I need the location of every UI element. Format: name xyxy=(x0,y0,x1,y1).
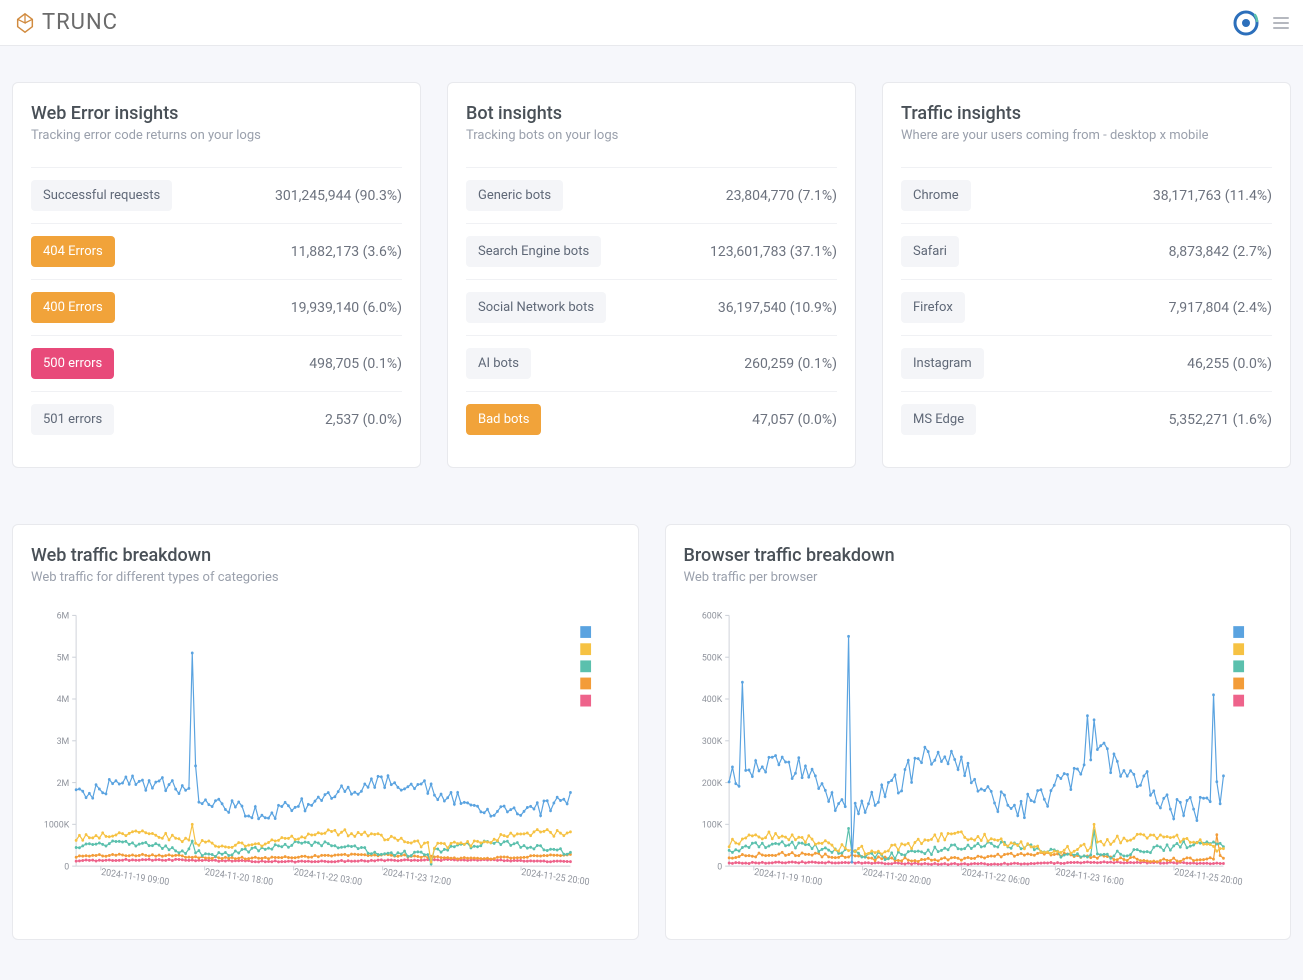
svg-text:2024-11-20 18:00: 2024-11-20 18:00 xyxy=(204,866,273,888)
card-bots: Bot insights Tracking bots on your logs … xyxy=(447,82,856,468)
svg-text:5M: 5M xyxy=(57,652,70,663)
svg-text:500K: 500K xyxy=(701,652,722,663)
web-traffic-chart: 0 1000K 2M 3M 4M 5M 6M 2024-11-19 09:00 2024-11-… xyxy=(31,609,620,909)
header-right xyxy=(1233,10,1289,36)
row-label[interactable]: Social Network bots xyxy=(466,292,606,323)
chart-area: 0 1000K 2M 3M 4M 5M 6M 2024-11-19 09:00 2024-11-… xyxy=(31,609,620,909)
row-value: 260,259 (0.1%) xyxy=(744,356,837,372)
row-label[interactable]: MS Edge xyxy=(901,404,976,435)
row-value: 46,255 (0.0%) xyxy=(1187,356,1272,372)
card-sub: Tracking error code returns on your logs xyxy=(31,128,402,143)
row-label[interactable]: 500 errors xyxy=(31,348,114,379)
card-browser-traffic-chart: Browser traffic breakdown Web traffic pe… xyxy=(665,524,1292,940)
card-web-errors: Web Error insights Tracking error code r… xyxy=(12,82,421,468)
svg-text:400K: 400K xyxy=(701,694,722,705)
row-value: 8,873,842 (2.7%) xyxy=(1169,244,1272,260)
row-value: 123,601,783 (37.1%) xyxy=(710,244,837,260)
list-row: Safari 8,873,842 (2.7%) xyxy=(901,223,1272,279)
row-value: 498,705 (0.1%) xyxy=(309,356,402,372)
card-title: Web Error insights xyxy=(31,103,402,124)
svg-text:6M: 6M xyxy=(57,610,70,621)
list-row: 400 Errors 19,939,140 (6.0%) xyxy=(31,279,402,335)
row-value: 2,537 (0.0%) xyxy=(325,412,402,428)
svg-text:300K: 300K xyxy=(701,736,722,747)
row-value: 23,804,770 (7.1%) xyxy=(726,188,837,204)
list-row: MS Edge 5,352,271 (1.6%) xyxy=(901,391,1272,447)
row-label[interactable]: 400 Errors xyxy=(31,292,115,323)
row-label[interactable]: Safari xyxy=(901,236,959,267)
brand-text: TRUNC xyxy=(42,10,118,35)
menu-icon[interactable] xyxy=(1273,17,1289,29)
row-label[interactable]: Firefox xyxy=(901,292,965,323)
list-row: Firefox 7,917,804 (2.4%) xyxy=(901,279,1272,335)
svg-text:2024-11-25 20:00: 2024-11-25 20:00 xyxy=(1173,866,1242,888)
svg-text:2024-11-22 06:00: 2024-11-22 06:00 xyxy=(961,866,1030,888)
list-row: Successful requests 301,245,944 (90.3%) xyxy=(31,167,402,223)
row-value: 36,197,540 (10.9%) xyxy=(718,300,837,316)
card-sub: Tracking bots on your logs xyxy=(466,128,837,143)
row-label[interactable]: 404 Errors xyxy=(31,236,115,267)
list-row: Social Network bots 36,197,540 (10.9%) xyxy=(466,279,837,335)
card-title: Traffic insights xyxy=(901,103,1272,124)
list-row: Chrome 38,171,763 (11.4%) xyxy=(901,167,1272,223)
svg-text:100K: 100K xyxy=(701,819,722,830)
svg-text:0: 0 xyxy=(64,861,69,872)
list-row: Instagram 46,255 (0.0%) xyxy=(901,335,1272,391)
list-row: 500 errors 498,705 (0.1%) xyxy=(31,335,402,391)
row-label[interactable]: AI bots xyxy=(466,348,531,379)
row-value: 47,057 (0.0%) xyxy=(752,412,837,428)
card-sub: Where are your users coming from - deskt… xyxy=(901,128,1272,143)
row-value: 301,245,944 (90.3%) xyxy=(275,188,402,204)
list-row: 501 errors 2,537 (0.0%) xyxy=(31,391,402,447)
svg-text:2024-11-19 10:00: 2024-11-19 10:00 xyxy=(753,866,822,888)
row-label[interactable]: Chrome xyxy=(901,180,971,211)
svg-text:3M: 3M xyxy=(57,736,70,747)
row-value: 38,171,763 (11.4%) xyxy=(1153,188,1272,204)
svg-text:2024-11-23 12:00: 2024-11-23 12:00 xyxy=(382,866,451,888)
svg-text:600K: 600K xyxy=(701,610,722,621)
card-title: Web traffic breakdown xyxy=(31,545,620,566)
chart-area: 0 100K 200K 300K 400K 500K 600K 2024-11-19 10:0… xyxy=(684,609,1273,909)
row-label[interactable]: 501 errors xyxy=(31,404,114,435)
row-value: 7,917,804 (2.4%) xyxy=(1169,300,1272,316)
insight-row: Web Error insights Tracking error code r… xyxy=(12,82,1291,468)
list-row: 404 Errors 11,882,173 (3.6%) xyxy=(31,223,402,279)
logo-icon xyxy=(14,12,36,34)
svg-text:2M: 2M xyxy=(57,777,70,788)
browser-traffic-chart: 0 100K 200K 300K 400K 500K 600K 2024-11-19 10:0… xyxy=(684,609,1273,909)
list-row: Search Engine bots 123,601,783 (37.1%) xyxy=(466,223,837,279)
list-row: Bad bots 47,057 (0.0%) xyxy=(466,391,837,447)
row-label[interactable]: Bad bots xyxy=(466,404,541,435)
list-row: AI bots 260,259 (0.1%) xyxy=(466,335,837,391)
svg-text:2024-11-22 03:00: 2024-11-22 03:00 xyxy=(293,866,362,888)
svg-text:2024-11-19 09:00: 2024-11-19 09:00 xyxy=(100,866,169,888)
card-traffic: Traffic insights Where are your users co… xyxy=(882,82,1291,468)
row-label[interactable]: Search Engine bots xyxy=(466,236,601,267)
card-title: Browser traffic breakdown xyxy=(684,545,1273,566)
row-label[interactable]: Instagram xyxy=(901,348,984,379)
charts-row: Web traffic breakdown Web traffic for di… xyxy=(12,524,1291,940)
card-title: Bot insights xyxy=(466,103,837,124)
row-value: 19,939,140 (6.0%) xyxy=(291,300,402,316)
row-label[interactable]: Successful requests xyxy=(31,180,172,211)
row-value: 5,352,271 (1.6%) xyxy=(1169,412,1272,428)
list-row: Generic bots 23,804,770 (7.1%) xyxy=(466,167,837,223)
svg-text:200K: 200K xyxy=(701,777,722,788)
svg-text:1000K: 1000K xyxy=(44,819,70,830)
svg-text:2024-11-20 20:00: 2024-11-20 20:00 xyxy=(862,866,931,888)
svg-text:2024-11-23 16:00: 2024-11-23 16:00 xyxy=(1054,866,1123,888)
card-web-traffic-chart: Web traffic breakdown Web traffic for di… xyxy=(12,524,639,940)
svg-text:0: 0 xyxy=(717,861,722,872)
row-value: 11,882,173 (3.6%) xyxy=(291,244,402,260)
card-sub: Web traffic for different types of categ… xyxy=(31,570,620,585)
main: Web Error insights Tracking error code r… xyxy=(0,46,1303,980)
avatar-icon[interactable] xyxy=(1233,10,1259,36)
svg-text:4M: 4M xyxy=(57,694,70,705)
card-sub: Web traffic per browser xyxy=(684,570,1273,585)
logo[interactable]: TRUNC xyxy=(14,10,118,35)
header: TRUNC xyxy=(0,0,1303,46)
row-label[interactable]: Generic bots xyxy=(466,180,563,211)
svg-text:2024-11-25 20:00: 2024-11-25 20:00 xyxy=(521,866,590,888)
